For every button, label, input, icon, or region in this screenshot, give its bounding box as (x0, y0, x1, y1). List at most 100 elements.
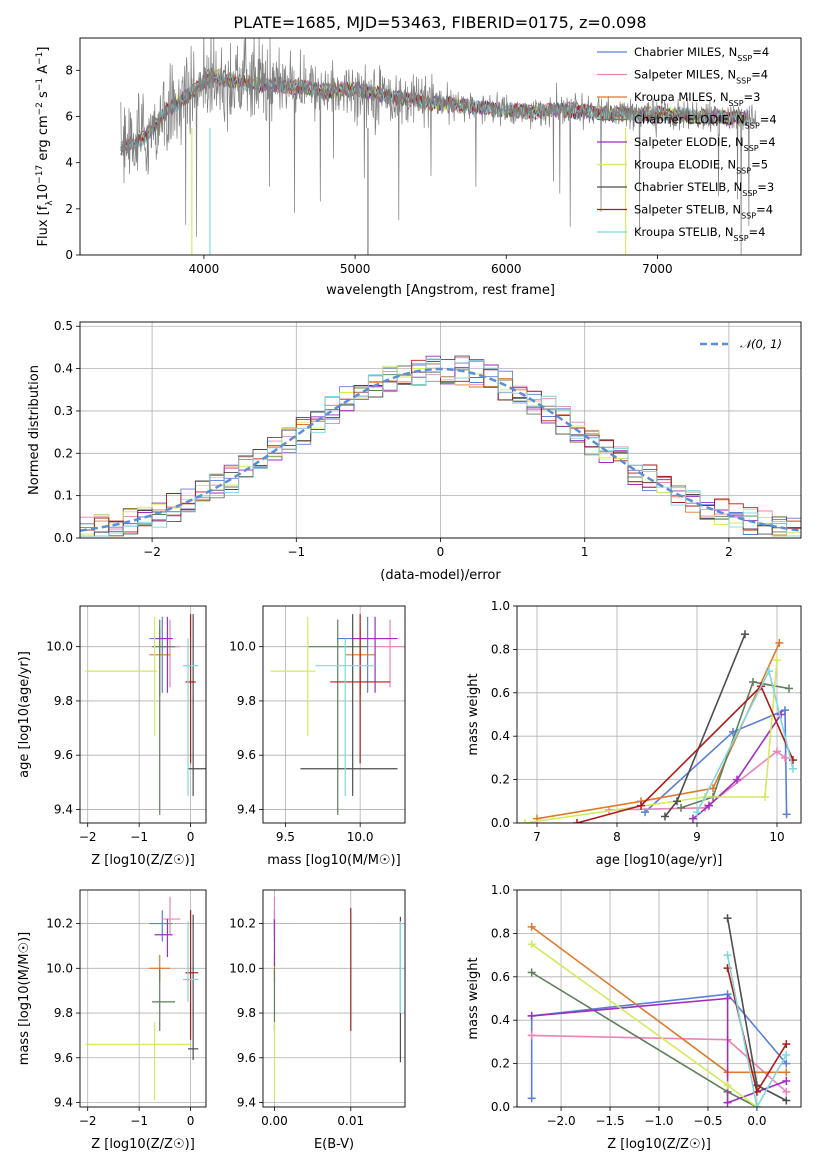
legend-label-name: Chabrier STELIB, N (634, 180, 742, 194)
x-tick-label: −2.0 (546, 1114, 575, 1128)
x-axis-label: (data-model)/error (380, 568, 501, 583)
y-tick-label: 2 (65, 202, 73, 216)
y-axis-label: age [log10(age/yr)] (17, 651, 32, 778)
errorbar-point (375, 619, 405, 688)
series-path (536, 642, 781, 820)
mass-weight-vs-Z-panel: −2.0 −1.5 −1.0 −0.5 0.0 0.0 0.2 0.4 0.6 0.8 1.0 Z [… (466, 883, 802, 1152)
y-axis-label: mass [log10(M/M☉)] (17, 932, 32, 1065)
y-tick-label: 10.0 (229, 640, 256, 654)
legend-label-name: Salpeter STELIB, N (634, 203, 741, 217)
x-tick-label: 9 (693, 830, 701, 844)
x-tick-label: 7000 (642, 262, 673, 276)
errorbar-point (315, 638, 376, 796)
y-tick-label: 9.8 (54, 694, 73, 708)
errorbar-point (152, 968, 176, 1031)
axes-frame (79, 321, 802, 539)
y-tick-label: 0.6 (491, 686, 510, 700)
legend-label-sub: SSP (736, 76, 751, 85)
legend-label-value: =5 (751, 158, 768, 172)
y-axis-label: mass weight (466, 673, 481, 755)
x-tick-label: 9.5 (276, 830, 295, 844)
plot-area (521, 630, 797, 823)
x-tick-label: 8 (613, 830, 621, 844)
y-tick-label: 0.6 (491, 970, 510, 984)
x-tick-label: −2 (79, 1114, 97, 1128)
observed-spectrum-line (120, 38, 757, 255)
x-tick-label: 1 (581, 545, 589, 559)
y-tick-label: 6 (65, 109, 73, 123)
series-line (521, 656, 781, 823)
errorbar-point (300, 614, 398, 796)
gridlines (517, 605, 801, 824)
gridlines (80, 890, 206, 1107)
legend-label-value: =4 (760, 113, 777, 127)
ticks: −2 −1 0 9.4 9.6 9.8 10.0 10.2 (46, 917, 194, 1128)
errorbar-point (152, 619, 176, 815)
x-tick-label: −1 (130, 830, 148, 844)
x-axis-label: age [log10(age/yr)] (596, 853, 723, 868)
y-tick-label: 9.6 (54, 748, 73, 762)
series-path (524, 660, 778, 823)
legend-label-value: =4 (759, 135, 776, 149)
ticks: −2 −1 0 9.4 9.6 9.8 10.0 (46, 640, 194, 844)
x-tick-label: 0.00 (261, 1114, 288, 1128)
y-tick-label: 10.2 (46, 917, 73, 931)
x-tick-label: 10.0 (347, 830, 374, 844)
errorbar-point (85, 616, 158, 737)
y-axis-label: Flux [fλ10−17 erg cm−2 s−1 A−1] (35, 47, 55, 247)
legend-label-name: Chabrier MILES, N (634, 45, 737, 59)
x-tick-label: −1.0 (644, 1114, 673, 1128)
plot-area (80, 355, 801, 537)
x-axis-label: Z [log10(Z/Z☉)] (91, 853, 195, 868)
legend-label: Kroupa STELIB, NSSP=4 (634, 225, 765, 243)
legend-label-sub: SSP (737, 54, 752, 63)
legend-label: Salpeter ELODIE, NSSP=4 (634, 135, 776, 153)
y-tick-label: 0.4 (491, 1013, 510, 1027)
y-tick-label: 0.0 (54, 531, 73, 545)
y-tick-label: 0.8 (491, 642, 510, 656)
normal-curve (80, 367, 801, 532)
y-tick-label: 0.0 (491, 816, 510, 830)
y-tick-label: 10.0 (46, 961, 73, 975)
spectrum-panel: 4000 5000 6000 7000 0 2 4 6 8 wavelength [Angstro… (35, 37, 802, 298)
gridlines (80, 606, 206, 823)
ticks: 9.5 10.0 9.4 9.6 9.8 10.0 (229, 640, 373, 844)
plot-area (85, 614, 206, 815)
legend-label-sub: SSP (734, 234, 749, 243)
legend-label: Chabrier ELODIE, NSSP=4 (634, 113, 777, 131)
y-axis-label-part: A (36, 65, 51, 78)
y-tick-label: 9.4 (54, 1096, 73, 1110)
legend: 𝒩(0, 1) (700, 337, 782, 351)
legend-label-sub: SSP (741, 211, 756, 220)
errorbar-point (307, 619, 368, 815)
errorbar-point (162, 896, 181, 935)
x-axis-label: Z [log10(Z/Z☉)] (607, 1137, 711, 1152)
y-axis-label-part: −17 (35, 165, 45, 184)
series-path (680, 681, 790, 809)
y-tick-label: 0.1 (54, 489, 73, 503)
errorbar-point (185, 614, 196, 764)
y-tick-label: 1.0 (491, 883, 510, 897)
legend-label-value: =3 (757, 180, 774, 194)
mass-vs-Z-panel: −2 −1 0 9.4 9.6 9.8 10.0 10.2 Z [log10(Z/Z☉)] mas… (17, 889, 207, 1152)
legend-label-name: Kroupa MILES, N (634, 90, 729, 104)
errorbar-point (149, 910, 173, 942)
x-tick-label: 0.0 (747, 1114, 766, 1128)
legend-label-sub: SSP (745, 121, 760, 130)
legend-label-value: =3 (744, 90, 761, 104)
y-tick-label: 0.2 (54, 446, 73, 460)
ticks: 0.00 0.01 9.4 9.6 9.8 10.0 10.2 (229, 917, 364, 1128)
legend-label-sub: SSP (742, 189, 757, 198)
legend-label-name: Kroupa STELIB, N (634, 225, 734, 239)
x-axis-label: E(B-V) (314, 1137, 354, 1152)
x-axis-label: Z [log10(Z/Z☉)] (91, 1137, 195, 1152)
gridlines (517, 889, 801, 1108)
x-tick-label: −1.5 (595, 1114, 624, 1128)
y-axis-label-part: λ (45, 200, 55, 206)
ticks: −2.0 −1.5 −1.0 −0.5 0.0 0.0 0.2 0.4 0.6 0.8 1.0 (491, 883, 767, 1128)
y-tick-label: 9.6 (54, 1051, 73, 1065)
y-tick-label: 0 (65, 248, 73, 262)
x-tick-label: 6000 (491, 262, 522, 276)
